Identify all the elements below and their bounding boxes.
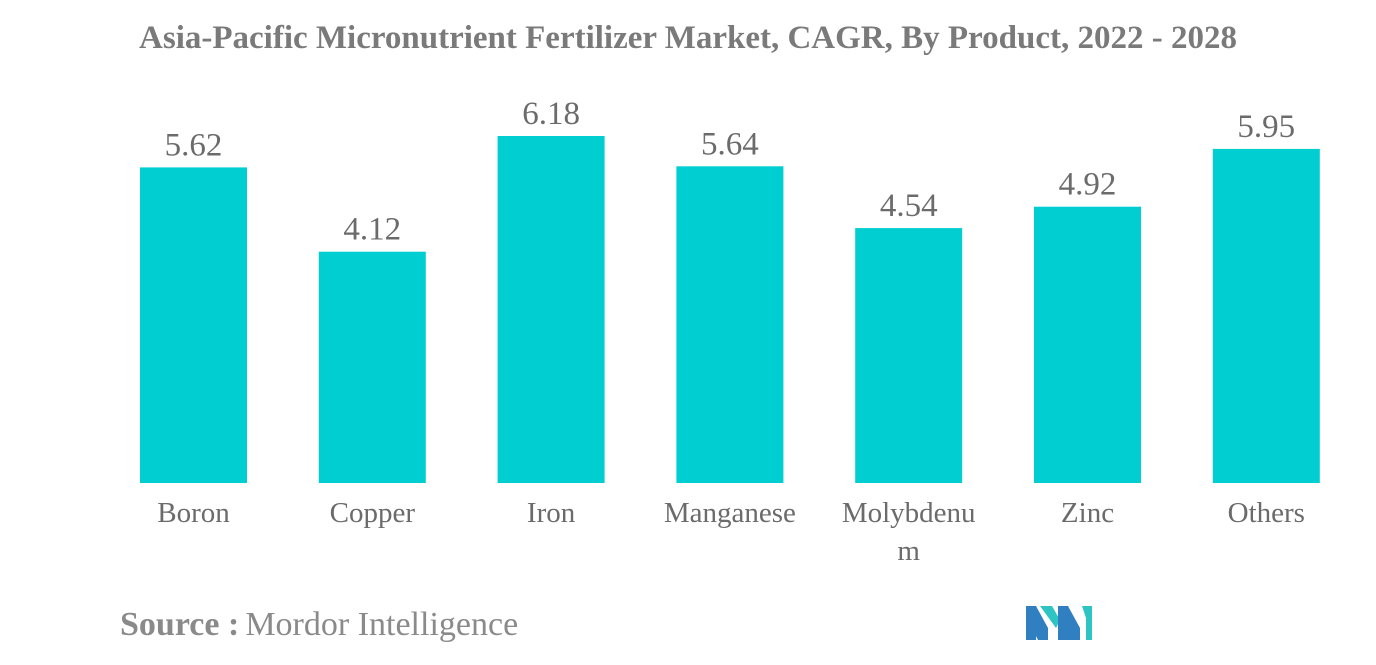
category-label-molybdenum-line-2: m: [897, 535, 920, 567]
value-label-boron: 5.62: [165, 127, 223, 163]
value-label-copper: 4.12: [343, 212, 401, 248]
bar-zinc: [1034, 206, 1141, 483]
chart-title: Asia-Pacific Micronutrient Fertilizer Ma…: [139, 20, 1237, 56]
category-label-zinc: Zinc: [1061, 497, 1114, 529]
bar-iron: [497, 136, 605, 483]
category-label-molybdenum-line-1: Molybdenu: [842, 497, 976, 529]
source-label: Source :: [120, 606, 240, 643]
bar-molybdenum: [855, 228, 963, 483]
bar-manganese: [676, 166, 784, 484]
category-label-others: Others: [1228, 497, 1305, 529]
mordor-intelligence-logo-icon: [1026, 606, 1092, 640]
bar-chart: 5.62 Boron 4.12 Copper 6.18 Iron 5.64 Manganese…: [140, 96, 1320, 567]
bar-others: [1212, 148, 1320, 483]
category-label-manganese: Manganese: [664, 497, 796, 529]
value-label-iron: 6.18: [522, 96, 580, 132]
category-label-copper: Copper: [330, 497, 416, 529]
value-label-molybdenum: 4.54: [880, 188, 938, 224]
source-note: Source : Mordor Intelligence: [120, 606, 518, 644]
value-label-others: 5.95: [1237, 109, 1295, 145]
source-text: Mordor Intelligence: [245, 606, 519, 643]
category-label-boron: Boron: [157, 497, 230, 529]
value-label-zinc: 4.92: [1059, 167, 1117, 203]
bar-copper: [318, 251, 426, 483]
value-label-manganese: 5.64: [701, 126, 759, 162]
bar-boron: [140, 167, 247, 483]
category-label-iron: Iron: [527, 497, 576, 529]
